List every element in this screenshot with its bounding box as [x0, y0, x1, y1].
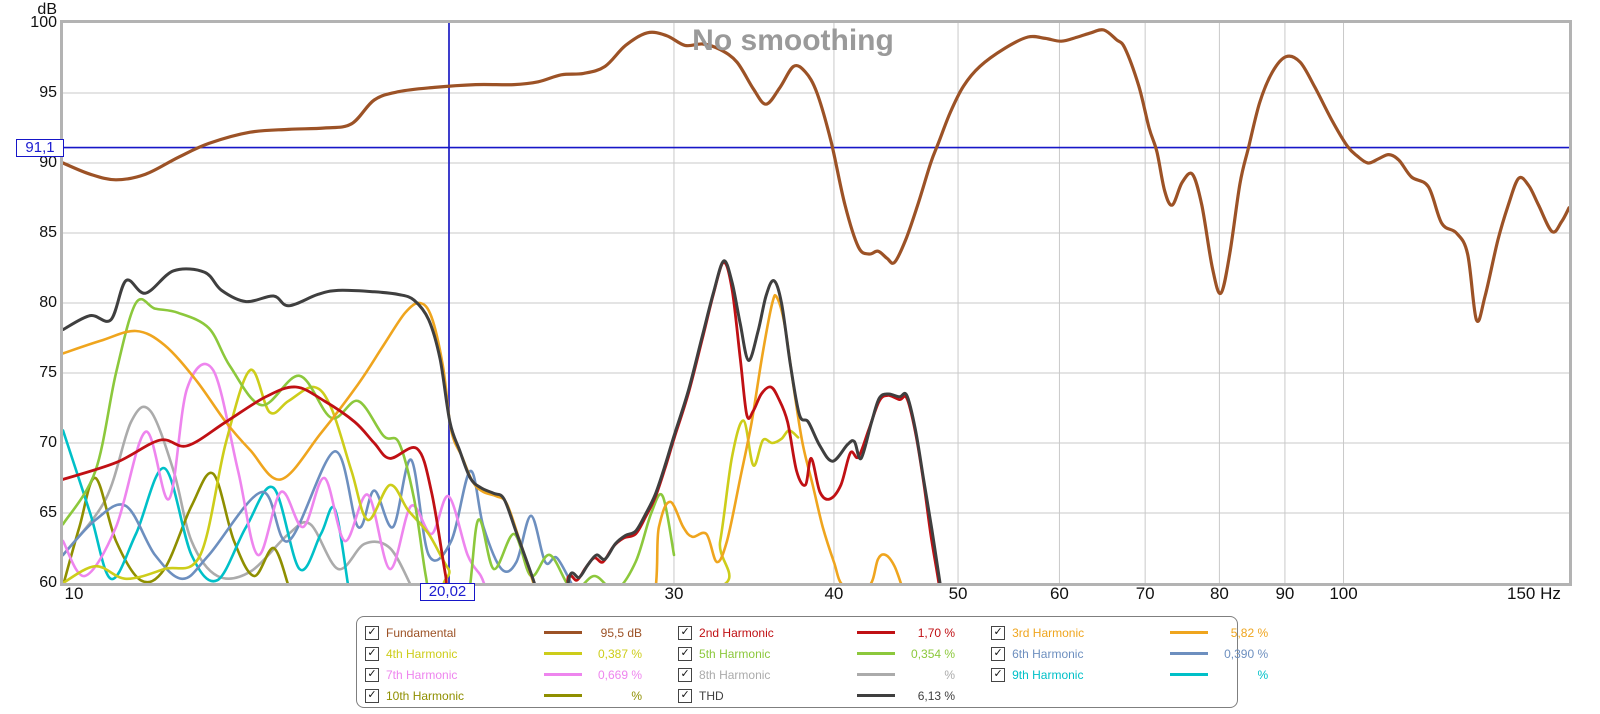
- legend-checkbox-11[interactable]: ✓: [678, 688, 693, 703]
- legend-label: 3rd Harmonic: [1012, 625, 1085, 640]
- legend-line-swatch: [857, 631, 896, 634]
- legend-line-swatch: [544, 694, 582, 697]
- legend-value: 0,354 %: [911, 646, 956, 661]
- y-tick-label-95: 95: [39, 84, 57, 101]
- legend-checkbox-5[interactable]: ✓: [678, 646, 693, 661]
- legend-line-swatch: [544, 652, 582, 655]
- smoothing-title: No smoothing: [692, 24, 894, 57]
- x-tick-label-50: 50: [948, 584, 968, 603]
- curve-h5: [63, 297, 676, 583]
- legend-value: 0,390 %: [1224, 646, 1269, 661]
- y-axis-unit-label: dB: [37, 1, 57, 18]
- x-tick-label-90: 90: [1275, 584, 1295, 603]
- legend-line-swatch: [544, 673, 582, 676]
- legend-label: 5th Harmonic: [699, 646, 771, 661]
- curve-h4: [63, 368, 800, 583]
- legend-label: THD: [699, 688, 724, 703]
- legend-value: 5,82 %: [1230, 625, 1269, 640]
- legend-line-swatch: [1170, 652, 1209, 655]
- curve-fund: [63, 28, 1569, 323]
- curve-h10: [63, 471, 289, 583]
- legend-checkbox-7[interactable]: ✓: [365, 667, 379, 682]
- legend-label: 4th Harmonic: [386, 646, 458, 661]
- cursor-db-readout[interactable]: 91,1: [16, 139, 64, 157]
- x-tick-label-10: 10: [64, 584, 84, 603]
- legend-item-4th-harmonic: ✓ 4th Harmonic 0,387 %: [365, 643, 678, 664]
- legend-item-2nd-harmonic: ✓ 2nd Harmonic 1,70 %: [678, 622, 991, 643]
- curve-thd: [63, 259, 942, 583]
- legend-checkbox-10[interactable]: ✓: [365, 688, 379, 703]
- legend-label: 9th Harmonic: [1012, 667, 1084, 682]
- legend-checkbox-9[interactable]: ✓: [991, 667, 1006, 682]
- legend-checkbox-4[interactable]: ✓: [365, 646, 379, 661]
- legend-item-5th-harmonic: ✓ 5th Harmonic 0,354 %: [678, 643, 991, 664]
- legend-label: 2nd Harmonic: [699, 625, 774, 640]
- x-tick-label-30: 30: [664, 584, 684, 603]
- x-tick-label-150: 150 Hz: [1507, 584, 1561, 603]
- x-tick-label-100: 100: [1329, 584, 1358, 603]
- legend-value: 0,669 %: [598, 667, 643, 682]
- y-tick-label-75: 75: [39, 364, 57, 381]
- legend-value: %: [631, 688, 643, 703]
- plot-border: [60, 20, 1572, 586]
- legend-line-swatch: [1170, 631, 1209, 634]
- cursor-freq-readout[interactable]: 20,02: [420, 583, 475, 601]
- curve-h6: [63, 450, 573, 583]
- legend-checkbox-2[interactable]: ✓: [678, 625, 693, 640]
- legend-checkbox-8[interactable]: ✓: [678, 667, 693, 682]
- legend-label: Fundamental: [386, 625, 457, 640]
- curve-h8: [63, 405, 412, 583]
- legend-item-thd: ✓ THD 6,13 %: [678, 685, 991, 706]
- y-tick-label-70: 70: [39, 434, 57, 451]
- x-tick-label-80: 80: [1209, 584, 1229, 603]
- legend-label: 8th Harmonic: [699, 667, 771, 682]
- legend-panel: ✓ Fundamental 95,5 dB ✓ 2nd Harmonic 1,70 % ✓ 3…: [356, 616, 1268, 708]
- legend-label: 10th Harmonic: [386, 688, 465, 703]
- legend-value: 6,13 %: [917, 688, 956, 703]
- legend-line-swatch: [544, 631, 582, 634]
- legend-line-swatch: [857, 673, 896, 676]
- y-tick-label-85: 85: [39, 224, 57, 241]
- legend-value: 0,387 %: [598, 646, 643, 661]
- legend-value: 95,5 dB: [600, 625, 643, 640]
- legend-item-7th-harmonic: ✓ 7th Harmonic 0,669 %: [365, 664, 678, 685]
- y-tick-label-80: 80: [39, 294, 57, 311]
- legend-line-swatch: [857, 652, 896, 655]
- x-tick-label-70: 70: [1135, 584, 1155, 603]
- y-tick-label-65: 65: [39, 504, 57, 521]
- curve-h9: [63, 429, 350, 583]
- legend-label: 6th Harmonic: [1012, 646, 1084, 661]
- legend-item-9th-harmonic: ✓ 9th Harmonic%: [991, 664, 1304, 685]
- legend-value: %: [1257, 667, 1269, 682]
- legend-value: 1,70 %: [917, 625, 956, 640]
- legend-checkbox-6[interactable]: ✓: [991, 646, 1006, 661]
- legend-item-10th-harmonic: ✓ 10th Harmonic%: [365, 685, 678, 706]
- y-tick-label-90: 90: [39, 154, 57, 171]
- x-tick-label-40: 40: [824, 584, 844, 603]
- legend-item-fundamental: ✓ Fundamental 95,5 dB: [365, 622, 678, 643]
- legend-line-swatch: [857, 694, 896, 697]
- legend-item-6th-harmonic: ✓ 6th Harmonic 0,390 %: [991, 643, 1304, 664]
- y-tick-label-60: 60: [39, 574, 57, 591]
- legend-line-swatch: [1170, 673, 1209, 676]
- legend-label: 7th Harmonic: [386, 667, 458, 682]
- curve-group: [63, 28, 1569, 583]
- legend-value: %: [944, 667, 956, 682]
- legend-checkbox-3[interactable]: ✓: [991, 625, 1006, 640]
- curve-h3: [63, 293, 903, 583]
- legend-item-8th-harmonic: ✓ 8th Harmonic%: [678, 664, 991, 685]
- legend-item-3rd-harmonic: ✓ 3rd Harmonic 5,82 %: [991, 622, 1304, 643]
- x-tick-label-60: 60: [1049, 584, 1069, 603]
- legend-checkbox-1[interactable]: ✓: [365, 625, 379, 640]
- y-tick-label-100: 100: [30, 14, 57, 31]
